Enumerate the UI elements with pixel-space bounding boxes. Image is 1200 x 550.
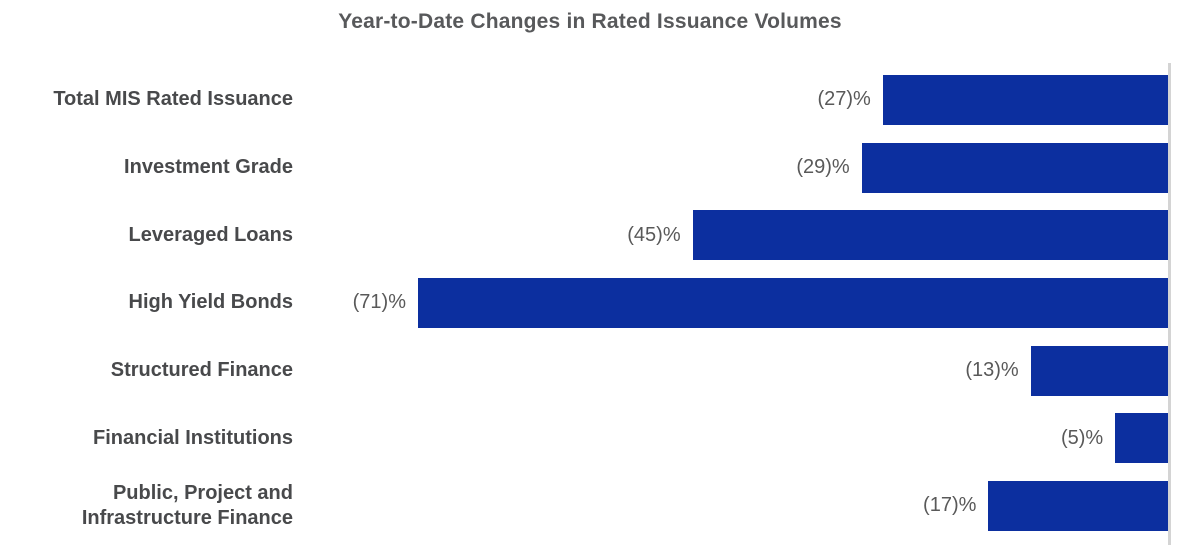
bar [861,142,1168,193]
chart-title: Year-to-Date Changes in Rated Issuance V… [338,10,842,33]
bar-row: Structured Finance (13)% [0,337,1168,405]
bar [1115,413,1168,464]
value-label: (71)% [352,291,406,314]
category-label: Structured Finance [110,359,293,382]
bar-row: Investment Grade (29)% [0,134,1168,202]
bar-track: (71)% [293,269,1168,337]
bar-track: (17)% [293,472,1168,540]
value-label: (5)% [1060,426,1104,449]
bar [692,210,1168,261]
category-label: High Yield Bonds [128,291,293,314]
bar-row: Leveraged Loans (45)% [0,201,1168,269]
bar-row: Public, Project and Infrastructure Finan… [0,472,1168,540]
bar-track: (45)% [293,201,1168,269]
bar-row: Total MIS Rated Issuance (27)% [0,66,1168,134]
bar [1030,345,1168,396]
category-label: Leveraged Loans [128,223,293,246]
category-label: Public, Project and Infrastructure Finan… [81,481,293,529]
value-label: (17)% [923,494,977,517]
value-label: (13)% [965,359,1019,382]
value-label: (45)% [627,223,681,246]
bar-track: (29)% [293,134,1168,202]
bar [988,480,1168,531]
bar-track: (5)% [293,404,1168,472]
bar-row: High Yield Bonds (71)% [0,269,1168,337]
bar-track: (13)% [293,337,1168,405]
category-label: Total MIS Rated Issuance [53,88,293,111]
value-label: (29)% [796,156,850,179]
bar-row: Financial Institutions (5)% [0,404,1168,472]
bar-rows: Total MIS Rated Issuance (27)% Investment … [0,66,1168,540]
bar [418,277,1168,328]
value-label: (27)% [817,88,871,111]
bar-track: (27)% [293,66,1168,134]
bar [882,74,1168,125]
category-label: Investment Grade [124,156,293,179]
category-label: Financial Institutions [92,426,293,449]
baseline-axis-line [1168,63,1171,545]
